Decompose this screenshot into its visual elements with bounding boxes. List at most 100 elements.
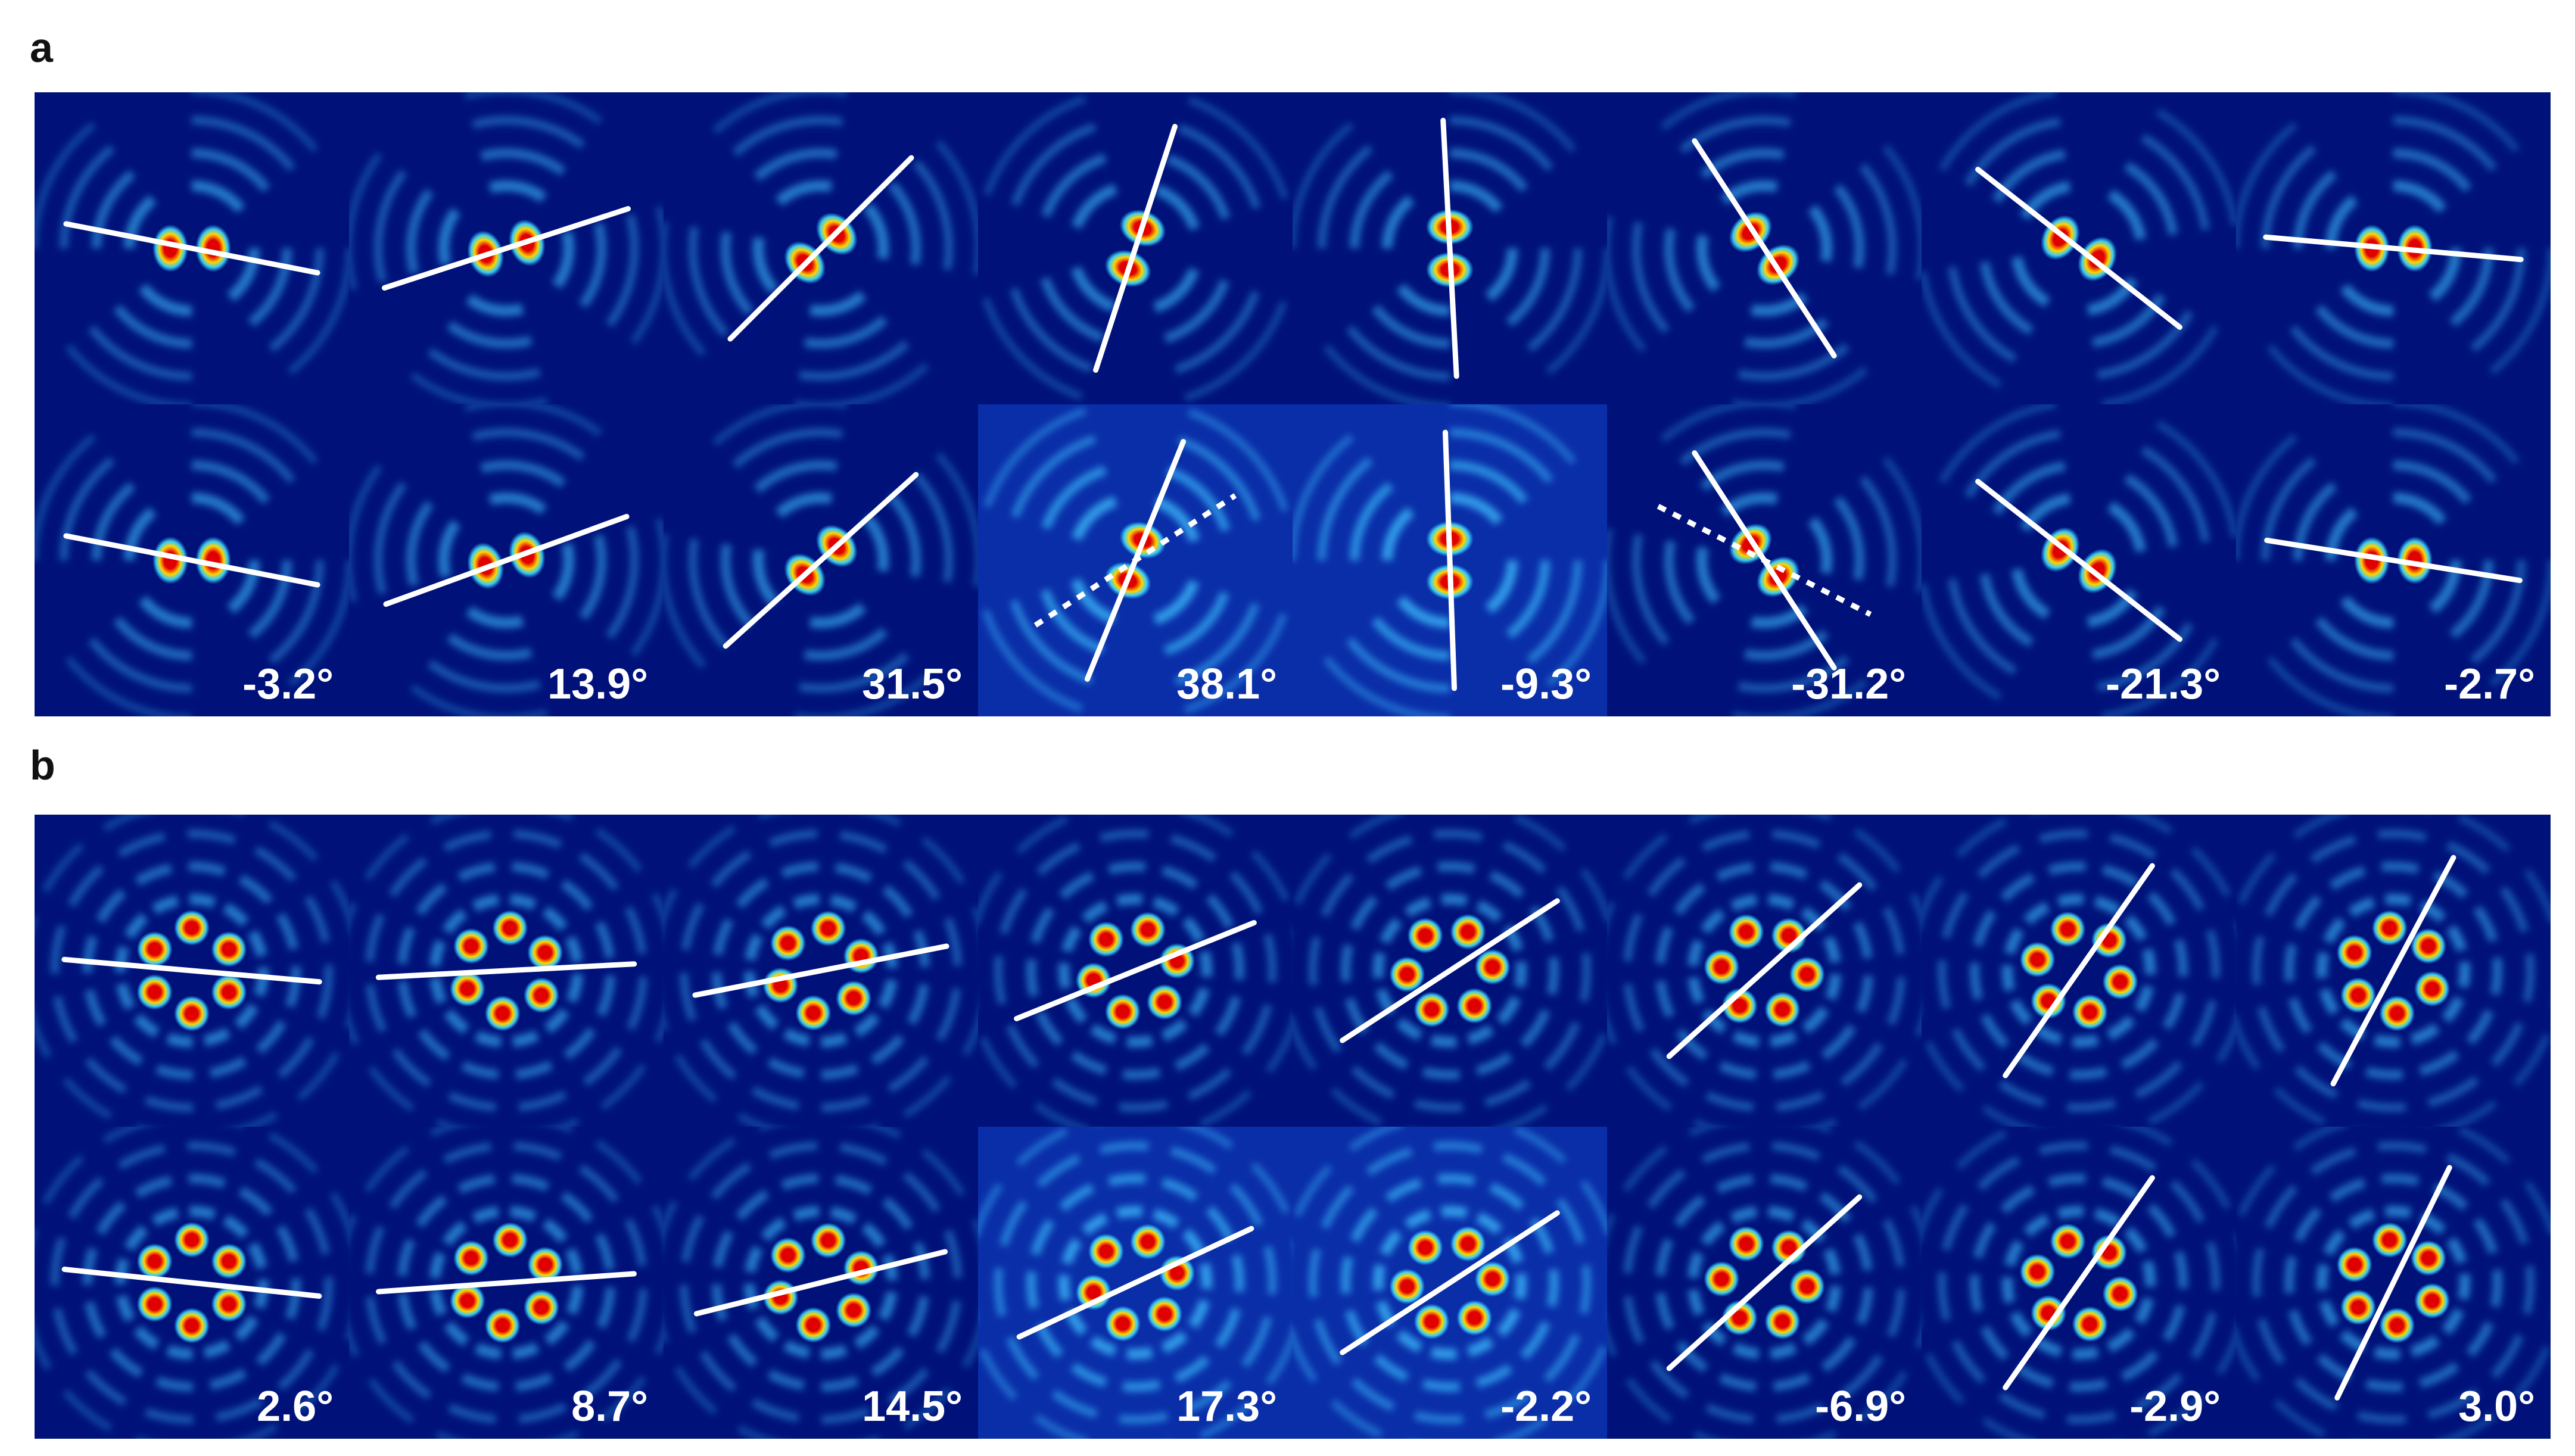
diffraction-rings [664, 1127, 978, 1439]
orientation-line [63, 533, 320, 588]
beam-profile-a-col4-top [978, 92, 1293, 404]
intensity-lobes [152, 225, 231, 272]
beam-profile-b-col5-bottom: -2.2° [1293, 1127, 1607, 1439]
rotation-angle-label: 17.3° [1176, 1383, 1277, 1430]
intensity-lobes [2354, 537, 2433, 584]
beam-profile-b-col2-bottom: 8.7° [349, 1127, 664, 1439]
beam-profile-a-col7-top [1922, 92, 2236, 404]
beam-profile-a-col5-top [1293, 92, 1607, 404]
diffraction-rings [1607, 815, 1922, 1127]
rotation-angle-label: 14.5° [862, 1383, 963, 1430]
beam-profile-b-col3-bottom: 14.5° [664, 1127, 978, 1439]
rotation-angle-label: 13.9° [547, 660, 648, 708]
orientation-line [723, 472, 919, 649]
beam-profile-a-col5-bottom: -9.3° [1293, 404, 1607, 716]
orientation-line [375, 961, 637, 980]
intensity-lobes [1389, 913, 1511, 1028]
beam-profile-a-col1-top [35, 92, 349, 404]
intensity-lobes [449, 910, 563, 1031]
beam-profile-a-col7-bottom: -21.3° [1922, 404, 2236, 716]
diffraction-rings [2236, 1127, 2551, 1439]
beam-profile-b-col8-bottom: 3.0° [2236, 1127, 2551, 1439]
orientation-line [692, 943, 949, 998]
beam-profile-b-col7-bottom: -2.9° [1922, 1127, 2236, 1439]
orientation-line [2003, 863, 2155, 1078]
rotation-angle-label: -2.7° [2444, 660, 2535, 708]
beam-profile-a-col2-top [349, 92, 664, 404]
diffraction-rings [349, 92, 664, 404]
orientation-line [693, 1249, 948, 1317]
orientation-line [61, 956, 322, 985]
orientation-line [1440, 117, 1459, 379]
intensity-lobes [1704, 1226, 1825, 1340]
intensity-lobes [2336, 910, 2451, 1031]
diffraction-rings [35, 815, 349, 1127]
beam-profile-b-col6-bottom: -6.9° [1607, 1127, 1922, 1439]
orientation-line [1666, 1194, 1863, 1371]
beam-profile-b-col2-top [349, 815, 664, 1127]
diffraction-rings [1293, 92, 1607, 404]
diffraction-rings [1607, 1127, 1922, 1439]
orientation-line [2330, 855, 2456, 1087]
intensity-lobes [1389, 1226, 1511, 1340]
orientation-line [2334, 1165, 2452, 1401]
beam-profile-a-col6-top [1607, 92, 1922, 404]
panel-a-image-grid: -3.2° 13.9° 31.5° 38.1° -9.3° -31.2° -21.3° -2.… [35, 92, 2551, 716]
rotation-angle-label: -6.9° [1815, 1383, 1906, 1430]
beam-profile-b-col4-bottom: 17.3° [978, 1127, 1293, 1439]
rotation-angle-label: -9.3° [1500, 660, 1592, 708]
beam-profile-b-col1-top [35, 815, 349, 1127]
intensity-lobes [762, 911, 879, 1031]
rotation-angle-label: -21.3° [2106, 660, 2221, 708]
panel-label-a: a [30, 24, 53, 71]
rotation-angle-label: 8.7° [571, 1383, 648, 1430]
diffraction-rings [2236, 815, 2551, 1127]
orientation-line [382, 206, 631, 291]
orientation-line [1666, 882, 1863, 1059]
beam-profile-b-col7-top [1922, 815, 2236, 1127]
beam-profile-b-col1-bottom: 2.6° [35, 1127, 349, 1439]
diffraction-rings [1922, 815, 2236, 1127]
orientation-line [2003, 1175, 2155, 1390]
diffraction-rings [2236, 404, 2551, 716]
beam-profile-a-col3-bottom: 31.5° [664, 404, 978, 716]
beam-profile-a-col3-top [664, 92, 978, 404]
diffraction-rings [664, 815, 978, 1127]
orientation-line [1442, 429, 1458, 691]
diffraction-rings [35, 1127, 349, 1439]
intensity-lobes [1075, 912, 1195, 1030]
orientation-line [1975, 479, 2182, 642]
diffraction-rings [35, 92, 349, 404]
orientation-line [376, 1271, 637, 1295]
beam-profile-a-col8-bottom: -2.7° [2236, 404, 2551, 716]
panel-label-b: b [30, 742, 55, 788]
intensity-lobes [1075, 1224, 1195, 1342]
rotation-angle-label: -31.2° [1791, 660, 1906, 708]
orientation-line [63, 221, 320, 276]
rotation-angle-label: 3.0° [2458, 1383, 2535, 1430]
orientation-line [1014, 919, 1257, 1022]
intensity-lobes [136, 910, 247, 1031]
diffraction-rings [1607, 92, 1922, 404]
rotation-angle-label: 31.5° [862, 660, 963, 708]
orientation-line [1340, 1210, 1560, 1355]
beam-profile-a-col2-bottom: 13.9° [349, 404, 664, 716]
orientation-line [61, 1267, 322, 1299]
intensity-lobes [449, 1222, 563, 1343]
diffraction-rings [2236, 92, 2551, 404]
beam-profile-b-col6-top [1607, 815, 1922, 1127]
rotation-angle-label: 38.1° [1176, 660, 1277, 708]
diffraction-rings [1293, 815, 1607, 1127]
diffraction-rings [349, 1127, 664, 1439]
intensity-lobes [2336, 1222, 2451, 1343]
beam-profile-a-col1-bottom: -3.2° [35, 404, 349, 716]
diffraction-rings [978, 815, 1293, 1127]
orientation-line [2264, 537, 2523, 584]
orientation-line [383, 513, 630, 607]
diffraction-rings [1922, 1127, 2236, 1439]
reference-dotted-line [1033, 493, 1237, 628]
orientation-line [1016, 1226, 1254, 1340]
intensity-lobes [1704, 913, 1825, 1028]
orientation-line [1093, 124, 1178, 373]
rotation-angle-label: -3.2° [242, 660, 334, 708]
